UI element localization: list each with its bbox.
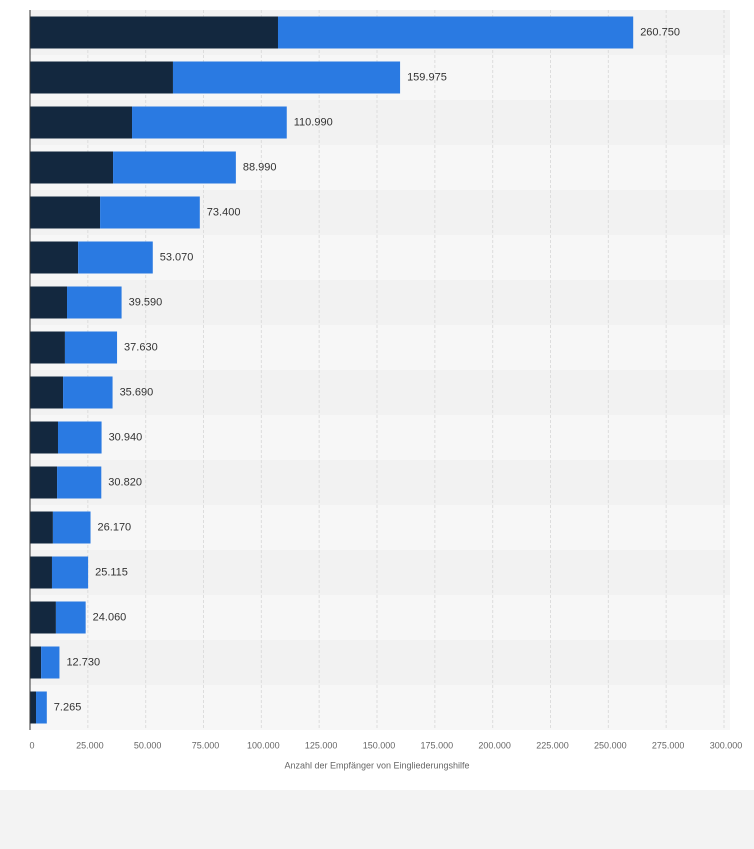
total-label: 26.170	[98, 521, 132, 533]
total-label: 30.820	[108, 476, 142, 488]
total-label: 37.630	[124, 341, 158, 353]
bar-segment	[30, 646, 42, 679]
total-label: 39.590	[129, 296, 163, 308]
bar-segment	[57, 421, 102, 454]
x-tick-label: 100.000	[247, 740, 280, 750]
bar-segment	[30, 241, 79, 274]
x-tick-label: 50.000	[134, 740, 162, 750]
bar-segment	[30, 196, 101, 229]
bar-segment	[67, 286, 122, 319]
total-label: 24.060	[93, 611, 127, 623]
x-tick-label: 225.000	[536, 740, 569, 750]
bar-segment	[55, 601, 86, 634]
x-tick-label: 150.000	[363, 740, 396, 750]
total-label: 53.070	[160, 251, 194, 263]
x-axis-title: Anzahl der Empfänger von Eingliederungsh…	[284, 760, 469, 770]
total-label: 35.690	[120, 386, 154, 398]
x-tick-label: 275.000	[652, 740, 685, 750]
row-band	[30, 325, 730, 370]
row-band	[30, 685, 730, 730]
x-tick-label: 75.000	[192, 740, 220, 750]
bar-segment	[78, 241, 153, 274]
bar-segment	[30, 511, 53, 544]
bar-segment	[30, 106, 133, 139]
total-label: 88.990	[243, 161, 277, 173]
bar-segment	[277, 16, 634, 49]
total-label: 260.750	[640, 26, 680, 38]
x-tick-label: 125.000	[305, 740, 338, 750]
bar-segment	[30, 16, 278, 49]
bar-segment	[64, 331, 118, 364]
bar-segment	[52, 511, 91, 544]
bar-segment	[51, 556, 89, 589]
bar-segment	[30, 466, 58, 499]
x-tick-label: 300.000	[710, 740, 743, 750]
row-band	[30, 460, 730, 505]
bar-segment	[30, 286, 68, 319]
bar-segment	[172, 61, 401, 94]
total-label: 25.115	[95, 566, 128, 578]
bar-segment	[30, 691, 37, 724]
bar-segment	[36, 691, 47, 724]
row-band	[30, 280, 730, 325]
bar-segment	[113, 151, 236, 184]
row-band	[30, 505, 730, 550]
bar-segment	[30, 151, 114, 184]
bar-segment	[30, 376, 64, 409]
bar-segment	[57, 466, 102, 499]
bar-segment	[132, 106, 287, 139]
total-label: 73.400	[207, 206, 241, 218]
total-label: 159.975	[407, 71, 447, 83]
row-band	[30, 550, 730, 595]
x-tick-label: 0	[29, 740, 34, 750]
bar-segment	[30, 61, 173, 94]
row-band	[30, 595, 730, 640]
x-tick-label: 175.000	[421, 740, 454, 750]
bar-segment	[63, 376, 113, 409]
x-tick-label: 25.000	[76, 740, 104, 750]
bar-segment	[30, 601, 56, 634]
total-label: 110.990	[294, 116, 333, 128]
x-tick-label: 250.000	[594, 740, 627, 750]
bar-segment	[30, 421, 58, 454]
row-band	[30, 415, 730, 460]
bar-segment	[30, 556, 52, 589]
row-band	[30, 640, 730, 685]
x-tick-label: 200.000	[478, 740, 511, 750]
bar-segment	[100, 196, 200, 229]
row-band	[30, 370, 730, 415]
total-label: 30.940	[109, 431, 143, 443]
bar-segment	[41, 646, 60, 679]
total-label: 12.730	[66, 656, 100, 668]
bar-segment	[30, 331, 65, 364]
total-label: 7.265	[54, 701, 82, 713]
